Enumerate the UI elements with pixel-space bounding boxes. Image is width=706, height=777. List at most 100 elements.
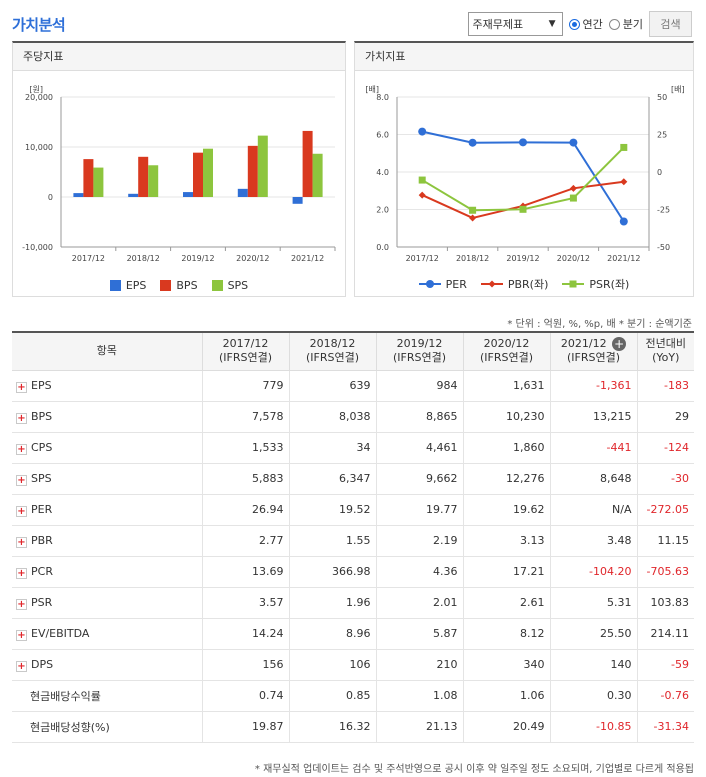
point-psr <box>469 206 477 214</box>
bar-sps <box>203 148 213 197</box>
row-label-text: PCR <box>31 564 53 578</box>
table-cell: 1.55 <box>288 525 376 557</box>
table-cell: -183 <box>636 370 694 402</box>
x-tick-label: 2020/12 <box>236 254 269 263</box>
table-cell: 19.52 <box>288 494 376 526</box>
expand-plus-icon[interactable]: + <box>16 598 27 610</box>
table-cell: 11.15 <box>636 525 694 557</box>
radio-quarter-dot[interactable] <box>608 18 620 30</box>
table-cell: 12,276 <box>462 463 550 495</box>
bar-eps <box>183 192 193 197</box>
valuation-panel-title: 가치지표 <box>355 43 693 71</box>
legend-item[interactable]: PBR(좌) <box>480 276 548 292</box>
row-label[interactable]: + CPS <box>12 432 202 464</box>
expand-plus-icon[interactable]: + <box>16 536 27 548</box>
table-cell: 29 <box>636 401 694 433</box>
page-title: 가치분석 <box>12 16 66 34</box>
table-cell: -31.34 <box>636 711 694 743</box>
point-pbr <box>620 178 628 186</box>
expand-plus-icon[interactable]: + <box>16 567 27 579</box>
row-label-text: DPS <box>31 657 54 671</box>
bar-sps <box>148 165 159 197</box>
table-cell: 21.13 <box>375 711 463 743</box>
legend-item[interactable]: SPS <box>211 279 248 292</box>
table-cell: 3.13 <box>462 525 550 557</box>
bar-eps <box>128 193 139 197</box>
bar-bps <box>138 156 149 197</box>
table-cell: 14.24 <box>201 618 289 650</box>
legend-line-marker <box>480 280 503 288</box>
legend-item[interactable]: BPS <box>160 279 198 292</box>
y-left-tick-label: 8.0 <box>376 93 389 102</box>
point-psr <box>418 176 426 184</box>
row-label[interactable]: + EV/EBITDA <box>12 618 202 650</box>
radio-annual-dot[interactable] <box>568 18 580 30</box>
row-label: 현금배당성향(%) <box>12 711 202 743</box>
table-cell: 156 <box>201 649 289 681</box>
chart-legend: EPS BPS SPS <box>13 279 345 292</box>
point-pbr <box>418 191 426 199</box>
table-cell: 8.96 <box>288 618 376 650</box>
table-cell: 19.87 <box>201 711 289 743</box>
table-row: + CPS 1,533 34 4,461 1,860 -441 -124 <box>12 432 694 464</box>
table-cell: 13,215 <box>549 401 637 433</box>
table-cell: 6,347 <box>288 463 376 495</box>
x-tick-label: 2019/12 <box>181 254 214 263</box>
row-label[interactable]: + EPS <box>12 370 202 402</box>
row-label[interactable]: + SPS <box>12 463 202 495</box>
row-label[interactable]: + BPS <box>12 401 202 433</box>
x-tick-label: 2018/12 <box>127 254 160 263</box>
point-pbr <box>569 184 577 192</box>
header-col-2020: 2020/12 (IFRS연결) <box>462 332 551 371</box>
statement-select[interactable]: 주재무제표 ▼ <box>467 12 563 36</box>
x-tick-label: 2017/12 <box>406 254 439 263</box>
header-col-2021: 2021/12 + (IFRS연결) <box>549 332 638 371</box>
expand-plus-icon[interactable]: + <box>16 629 27 641</box>
y-axis-unit-left: [배] <box>365 85 379 94</box>
table-cell: 366.98 <box>288 556 376 588</box>
expand-plus-icon[interactable]: + <box>16 412 27 424</box>
bar-sps <box>312 153 323 197</box>
point-pbr <box>469 214 477 222</box>
legend-item[interactable]: PER <box>418 277 467 291</box>
legend-label: PER <box>445 277 467 291</box>
legend-item[interactable]: PSR(좌) <box>562 276 629 292</box>
table-cell: 5.87 <box>375 618 463 650</box>
y-left-tick-label: 0.0 <box>376 243 389 252</box>
table-row: + EPS 779 639 984 1,631 -1,361 -183 <box>12 370 694 402</box>
row-label[interactable]: + PSR <box>12 587 202 619</box>
legend-swatch <box>211 280 223 291</box>
per-share-chart: [원]20,000 10,000 0 -10,000 2017/12 2018/12 201… <box>22 85 336 263</box>
x-tick-label: 2020/12 <box>557 254 590 263</box>
table-row: + DPS 156 106 210 340 140 -59 <box>12 649 694 681</box>
legend-label: BPS <box>176 279 198 292</box>
table-cell: 25.50 <box>549 618 637 650</box>
radio-annual[interactable]: 연간 <box>568 16 603 32</box>
add-column-icon[interactable]: + <box>612 337 627 352</box>
table-cell: 26.94 <box>201 494 289 526</box>
expand-plus-icon[interactable]: + <box>16 660 27 672</box>
row-label[interactable]: + DPS <box>12 649 202 681</box>
table-row: + PSR 3.57 1.96 2.01 2.61 5.31 103.83 <box>12 587 694 619</box>
expand-plus-icon[interactable]: + <box>16 474 27 486</box>
bar-eps <box>237 188 248 197</box>
table-row: 현금배당수익률 0.74 0.85 1.08 1.06 0.30 -0.76 <box>12 680 694 712</box>
header-col-2018: 2018/12 (IFRS연결) <box>288 332 377 371</box>
chevron-down-icon: ▼ <box>548 19 556 29</box>
expand-plus-icon[interactable]: + <box>16 381 27 393</box>
y-left-tick-label: 6.0 <box>376 131 389 140</box>
row-label-text: 현금배당성향(%) <box>30 720 110 734</box>
legend-line-marker <box>418 280 441 288</box>
legend-swatch <box>109 280 121 291</box>
row-label[interactable]: + PCR <box>12 556 202 588</box>
row-label[interactable]: + PER <box>12 494 202 526</box>
col-basis: (IFRS연결) <box>479 351 534 365</box>
unit-note: * 단위 : 억원, %, %p, 배 * 분기 : 순액기준 <box>507 319 692 330</box>
search-button[interactable]: 검색 <box>649 11 692 37</box>
table-cell: 5,883 <box>201 463 289 495</box>
row-label[interactable]: + PBR <box>12 525 202 557</box>
expand-plus-icon[interactable]: + <box>16 443 27 455</box>
legend-item[interactable]: EPS <box>109 279 146 292</box>
radio-quarter[interactable]: 분기 <box>608 16 643 32</box>
expand-plus-icon[interactable]: + <box>16 505 27 517</box>
